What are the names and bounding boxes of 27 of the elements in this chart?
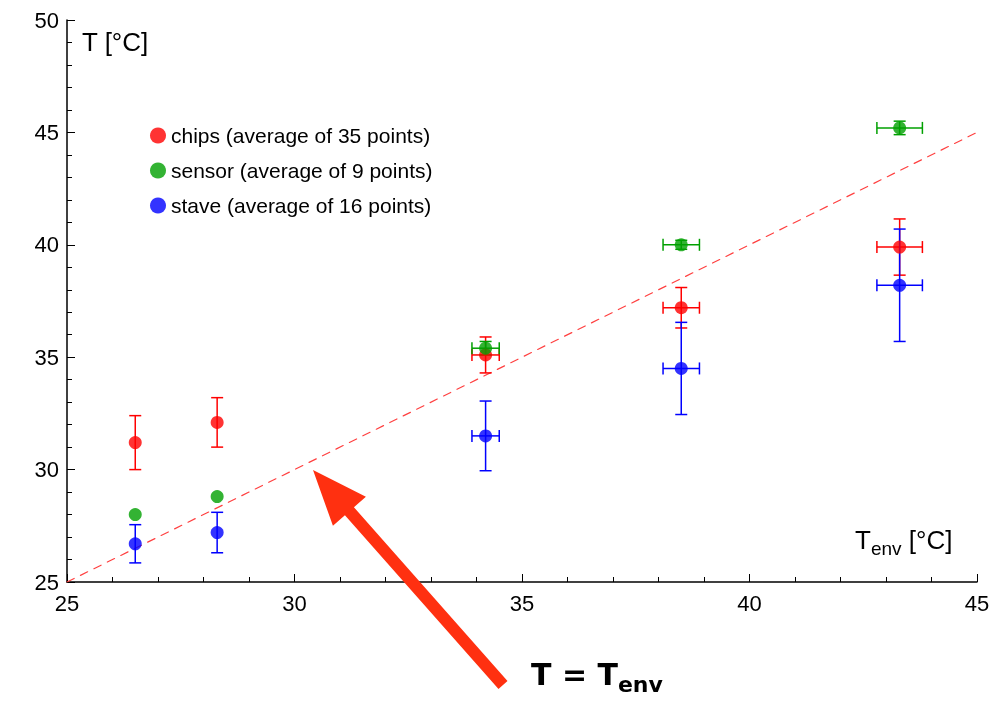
point xyxy=(128,537,142,551)
y-tick-label: 50 xyxy=(34,7,59,33)
y-tick-label: 40 xyxy=(34,232,59,258)
x-tick-label: 30 xyxy=(282,590,307,616)
point xyxy=(128,508,142,522)
point xyxy=(479,429,493,443)
x-tick-label: 45 xyxy=(964,590,990,616)
point xyxy=(893,278,907,292)
y-tick-label: 35 xyxy=(34,344,59,370)
x-tick-label: 40 xyxy=(737,590,762,616)
y-tick-label: 30 xyxy=(34,457,59,483)
x-tick-label: 35 xyxy=(509,590,535,616)
point xyxy=(210,415,224,429)
text: T = T$_{env}$ xyxy=(531,657,663,697)
point xyxy=(674,361,688,375)
y-tick-label: 45 xyxy=(34,119,59,145)
y-axis-title: T [°C] xyxy=(82,26,149,58)
point xyxy=(210,490,224,504)
x-axis-title: T$_{env}$ [°C] xyxy=(855,524,953,560)
legend-label: chips (average of 35 points) xyxy=(171,124,431,147)
point xyxy=(210,526,224,540)
point xyxy=(674,301,688,315)
legend-label: stave (average of 16 points) xyxy=(171,194,432,217)
point xyxy=(128,436,142,450)
legend-label: sensor (average of 9 points) xyxy=(171,159,433,182)
point xyxy=(479,341,493,355)
point xyxy=(893,240,907,254)
